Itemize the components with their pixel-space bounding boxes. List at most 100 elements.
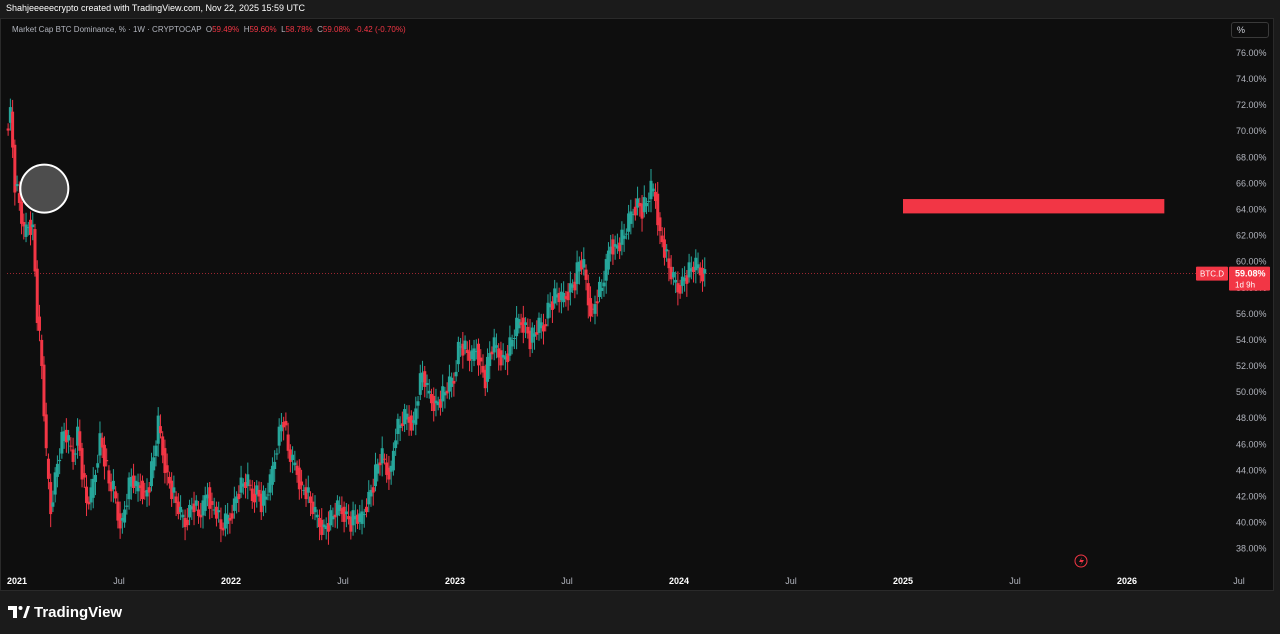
candle[interactable] — [111, 480, 115, 490]
candle[interactable] — [161, 436, 165, 456]
candle[interactable] — [120, 517, 124, 521]
candle[interactable] — [604, 259, 608, 281]
candle[interactable] — [125, 505, 129, 507]
candle[interactable] — [351, 510, 355, 526]
candle[interactable] — [539, 322, 543, 329]
candle[interactable] — [277, 426, 281, 446]
candle[interactable] — [445, 390, 449, 394]
candle[interactable] — [418, 373, 422, 395]
candle[interactable] — [660, 235, 664, 243]
candle[interactable] — [270, 465, 274, 485]
candle[interactable] — [297, 467, 301, 490]
candle[interactable] — [494, 345, 498, 348]
candle[interactable] — [219, 519, 223, 530]
candle[interactable] — [454, 371, 458, 377]
candle[interactable] — [302, 489, 306, 491]
candle[interactable] — [46, 458, 50, 479]
candle[interactable] — [365, 506, 369, 513]
candle[interactable] — [524, 322, 528, 326]
candle[interactable] — [698, 267, 702, 276]
candle[interactable] — [427, 390, 431, 394]
candle[interactable] — [349, 516, 353, 532]
candle[interactable] — [382, 458, 386, 460]
candle[interactable] — [17, 193, 21, 203]
candle[interactable] — [114, 491, 118, 499]
candle[interactable] — [188, 504, 192, 518]
candle[interactable] — [562, 292, 566, 303]
candle[interactable] — [409, 415, 413, 431]
candle[interactable] — [638, 202, 642, 207]
candle[interactable] — [622, 235, 626, 239]
candle[interactable] — [76, 426, 80, 446]
candle[interactable] — [477, 343, 481, 366]
candle[interactable] — [362, 514, 366, 516]
candle[interactable] — [452, 380, 456, 384]
candle[interactable] — [618, 242, 622, 252]
candle[interactable] — [62, 431, 66, 442]
candle[interactable] — [156, 415, 160, 444]
candle[interactable] — [176, 501, 180, 515]
candle[interactable] — [506, 353, 510, 363]
candle[interactable] — [347, 516, 351, 520]
candle[interactable] — [172, 487, 176, 493]
symbol-legend[interactable]: Market Cap BTC Dominance, % · 1W · CRYPT… — [12, 25, 406, 34]
candle[interactable] — [331, 516, 335, 520]
candle[interactable] — [306, 487, 310, 493]
candle[interactable] — [44, 414, 48, 449]
candle[interactable] — [31, 224, 35, 228]
candle[interactable] — [255, 485, 259, 495]
candle[interactable] — [275, 453, 279, 455]
candle[interactable] — [340, 508, 344, 515]
candle[interactable] — [647, 201, 651, 203]
candle[interactable] — [584, 269, 588, 280]
candle[interactable] — [568, 283, 572, 293]
candle[interactable] — [631, 214, 635, 216]
candle[interactable] — [152, 457, 156, 471]
candle[interactable] — [589, 298, 593, 317]
candle[interactable] — [286, 434, 290, 451]
candle[interactable] — [557, 292, 561, 303]
candle[interactable] — [391, 450, 395, 471]
candle[interactable] — [248, 484, 252, 486]
candle[interactable] — [510, 339, 514, 347]
candle[interactable] — [421, 372, 425, 383]
candle[interactable] — [232, 498, 236, 511]
candle[interactable] — [492, 337, 496, 353]
candle[interactable] — [387, 467, 391, 480]
candle[interactable] — [138, 485, 142, 488]
candle[interactable] — [49, 482, 53, 515]
circle-marker[interactable] — [19, 163, 70, 214]
candle[interactable] — [503, 356, 507, 360]
candle[interactable] — [338, 504, 342, 511]
candle[interactable] — [11, 111, 15, 148]
candle[interactable] — [407, 416, 411, 423]
candle[interactable] — [472, 348, 476, 361]
candle[interactable] — [512, 337, 516, 339]
candle[interactable] — [526, 326, 530, 334]
candle[interactable] — [22, 222, 26, 227]
candle[interactable] — [67, 435, 71, 441]
candle[interactable] — [447, 376, 451, 392]
candle[interactable] — [223, 513, 227, 529]
candle[interactable] — [530, 327, 534, 343]
candle[interactable] — [566, 291, 570, 301]
candle[interactable] — [82, 473, 86, 478]
candle[interactable] — [109, 482, 113, 492]
candle[interactable] — [268, 474, 272, 493]
candle[interactable] — [64, 429, 68, 443]
candle[interactable] — [593, 304, 597, 314]
candle[interactable] — [468, 351, 472, 361]
candle[interactable] — [53, 472, 57, 495]
candle[interactable] — [158, 426, 162, 434]
candle[interactable] — [326, 523, 330, 532]
candle[interactable] — [481, 366, 485, 373]
candle[interactable] — [165, 465, 169, 473]
candle[interactable] — [134, 480, 138, 487]
candle[interactable] — [100, 437, 104, 448]
candle[interactable] — [479, 357, 483, 362]
candle[interactable] — [669, 266, 673, 280]
candle[interactable] — [13, 144, 17, 193]
candle[interactable] — [322, 524, 326, 528]
candle[interactable] — [582, 259, 586, 268]
price-axis[interactable] — [1228, 40, 1272, 590]
